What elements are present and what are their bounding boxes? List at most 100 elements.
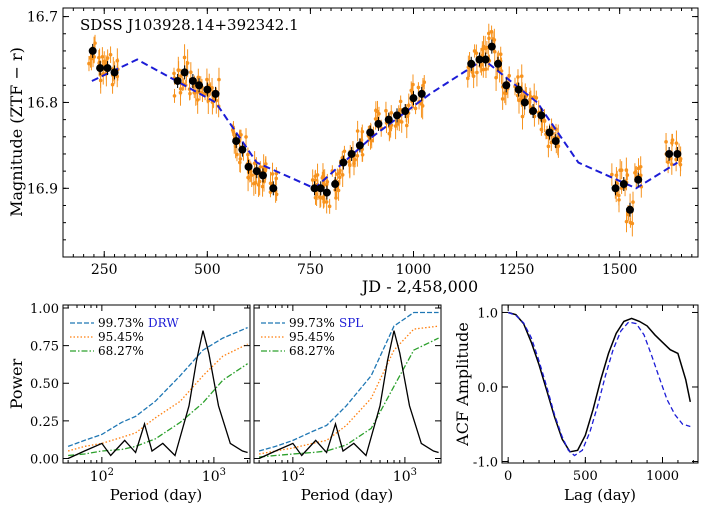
lc-point bbox=[617, 193, 621, 198]
lc-point bbox=[664, 140, 668, 144]
lc-point bbox=[252, 181, 256, 186]
spl-legend-9973: 99.73% bbox=[289, 316, 335, 330]
lc-point bbox=[619, 168, 624, 172]
lc-point bbox=[310, 178, 315, 182]
lc-binned-point bbox=[238, 145, 247, 154]
lc-point bbox=[256, 183, 261, 187]
lc-point bbox=[313, 195, 318, 200]
lc-ytick-label: 16.9 bbox=[27, 181, 58, 197]
lc-binned-point bbox=[252, 167, 261, 176]
lc-binned-point bbox=[481, 55, 490, 64]
lc-binned-point bbox=[244, 162, 253, 171]
lc-point bbox=[172, 94, 177, 98]
drw-axes: 102 103 0.00 0.25 0.50 0.75 1.00 bbox=[30, 302, 250, 485]
lc-binned-point bbox=[258, 171, 267, 180]
lc-point bbox=[483, 46, 487, 51]
lc-point bbox=[384, 108, 388, 113]
lc-binned-point bbox=[529, 107, 538, 116]
lc-binned-point bbox=[173, 76, 182, 85]
spl-power-curve bbox=[258, 330, 439, 460]
drw-threshold-2 bbox=[68, 363, 248, 457]
lc-point bbox=[318, 196, 323, 200]
acf-ylabel: ACF Amplitude bbox=[453, 322, 472, 447]
lc-point bbox=[268, 181, 273, 186]
lc-point bbox=[360, 129, 365, 134]
lc-point bbox=[340, 173, 345, 177]
lc-point bbox=[421, 83, 425, 88]
lc-point bbox=[342, 149, 347, 154]
lc-point bbox=[624, 219, 629, 224]
lc-binned-point bbox=[374, 119, 383, 128]
drw-xlabel: Period (day) bbox=[110, 486, 202, 504]
lc-binned-point bbox=[502, 81, 511, 90]
lc-point bbox=[237, 160, 242, 165]
lc-binned-point bbox=[514, 85, 523, 94]
lc-point bbox=[182, 55, 187, 60]
acf-xlabel: Lag (day) bbox=[564, 486, 636, 504]
lc-point bbox=[327, 204, 332, 209]
lc-binned-point bbox=[269, 184, 278, 193]
lc-binned-point bbox=[665, 149, 674, 158]
lc-binned-point bbox=[88, 46, 97, 55]
lc-binned-point bbox=[619, 180, 628, 189]
lc-point bbox=[258, 165, 263, 169]
acf-ytick-label: -1.0 bbox=[473, 456, 498, 471]
acf-panel: 0 500 1000 1.0 0.0 -1.0 Lag (day) ACF Amplitu… bbox=[453, 304, 699, 504]
lightcurve-ylabel: Magnitude (ZTF − r) bbox=[7, 47, 26, 217]
lc-point bbox=[500, 97, 505, 101]
acf-observed-curve bbox=[507, 311, 692, 453]
lc-point bbox=[189, 70, 193, 75]
lc-binned-point bbox=[322, 188, 331, 197]
lc-binned-point bbox=[355, 141, 364, 150]
lc-point bbox=[465, 76, 470, 81]
acf-ytick-label: 0.0 bbox=[477, 381, 498, 396]
lc-binned-point bbox=[232, 137, 241, 146]
lc-point bbox=[475, 70, 479, 75]
drw-threshold-0 bbox=[67, 327, 248, 448]
lc-point bbox=[630, 221, 635, 226]
lc-point bbox=[233, 144, 238, 149]
lc-point bbox=[519, 93, 524, 98]
lc-point bbox=[487, 36, 491, 41]
lc-point bbox=[196, 75, 201, 80]
lc-point bbox=[399, 120, 404, 124]
drw-ytick-label: 0.25 bbox=[30, 415, 59, 430]
acf-ytick-label: 1.0 bbox=[477, 306, 498, 321]
lc-point bbox=[239, 132, 243, 137]
drw-xtick-label: 102 bbox=[90, 467, 114, 485]
spl-xlabel: Period (day) bbox=[301, 486, 393, 504]
lc-binned-point bbox=[96, 64, 105, 73]
lc-point bbox=[520, 114, 525, 119]
spl-threshold-2 bbox=[259, 337, 439, 458]
lc-point bbox=[178, 87, 183, 91]
drw-legend-9973: 99.73% bbox=[98, 316, 144, 330]
spl-xtick-label: 102 bbox=[281, 467, 305, 485]
drw-ylabel: Power bbox=[7, 358, 26, 409]
lc-point bbox=[666, 160, 670, 165]
lc-point bbox=[115, 58, 120, 63]
lc-point bbox=[398, 107, 403, 112]
lc-binned-point bbox=[339, 158, 348, 167]
lc-binned-point bbox=[467, 59, 476, 68]
drw-marks bbox=[67, 327, 248, 460]
lc-binned-point bbox=[195, 81, 204, 90]
spl-legend: 99.73% 95.45% 68.27% SPL bbox=[261, 316, 363, 358]
spl-marks bbox=[258, 311, 439, 460]
lc-point bbox=[624, 168, 629, 172]
lc-point bbox=[274, 176, 279, 181]
acf-marks bbox=[507, 311, 692, 457]
lc-point bbox=[404, 123, 409, 128]
lc-xtick-label: 500 bbox=[194, 262, 221, 278]
drw-ytick-label: 0.75 bbox=[30, 340, 59, 355]
drw-xtick-label: 103 bbox=[202, 467, 226, 485]
lc-point bbox=[238, 157, 243, 161]
lc-point bbox=[270, 172, 275, 176]
lc-point bbox=[416, 85, 421, 90]
lc-binned-point bbox=[634, 175, 643, 184]
lightcurve-panel: SDSS J103928.14+392342.1 250 500 750 1000 12… bbox=[7, 7, 699, 296]
lc-point bbox=[110, 82, 115, 87]
lc-point bbox=[348, 163, 352, 168]
drw-frame bbox=[62, 304, 251, 464]
spl-xtick-label: 103 bbox=[393, 467, 417, 485]
lightcurve-axes: 250 500 750 1000 1250 1500 16.7 16.8 16.9 bbox=[27, 8, 698, 278]
